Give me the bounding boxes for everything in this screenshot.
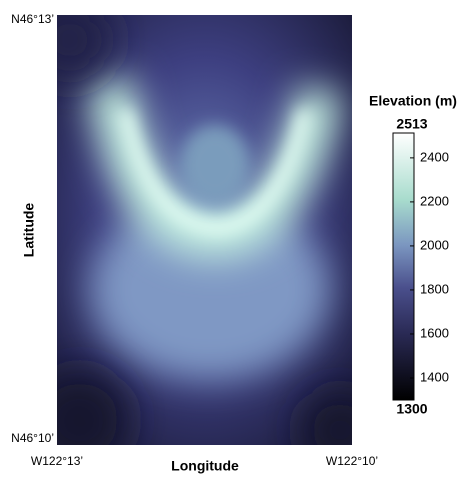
colorbar-min-label: 1300: [396, 401, 427, 417]
x-tick-label: W122°10’: [326, 454, 378, 468]
colorbar-label: Elevation (m): [369, 93, 457, 109]
colorbar-tick-label: 1800: [420, 281, 449, 296]
colorbar-tick-label: 2000: [420, 237, 449, 252]
x-axis-label: Longitude: [171, 458, 239, 474]
colorbar-tick-label: 2200: [420, 193, 449, 208]
elevation-map: [57, 15, 352, 445]
colorbar-max-label: 2513: [396, 116, 427, 132]
y-tick-label: N46°13’: [11, 12, 54, 26]
colorbar-tick-label: 1400: [420, 369, 449, 384]
colorbar-tick-label: 1600: [420, 325, 449, 340]
y-axis-label: Latitude: [21, 203, 37, 258]
colorbar: [392, 132, 415, 401]
y-tick-label: N46°10’: [11, 431, 54, 445]
colorbar-tick-label: 2400: [420, 149, 449, 164]
x-tick-label: W122°13’: [31, 454, 83, 468]
